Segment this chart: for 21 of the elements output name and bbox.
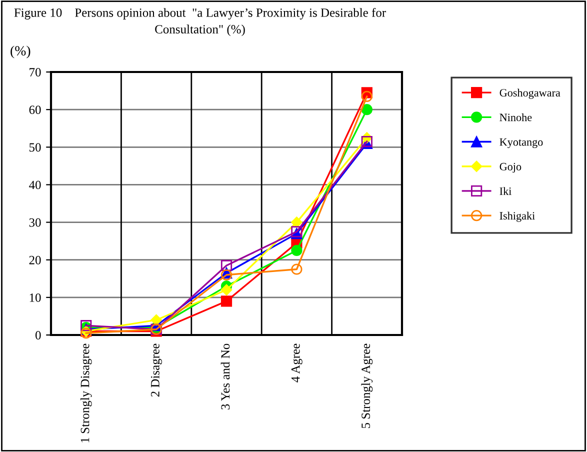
x-tick-label: 3 Yes and No (220, 344, 230, 410)
legend-label: Iki (500, 187, 512, 195)
y-tick-label: 50 (30, 143, 41, 152)
legend-label: Gojo (500, 162, 522, 173)
y-tick-label: 20 (29, 256, 41, 264)
chart-title: Figure 10 Persons opinion about "a Lawyer’s Proximity is Desirable for Consultation" (%) (14, 8, 386, 36)
legend-label: Ninohe (500, 113, 532, 122)
y-axis-title: (%) (10, 46, 30, 58)
x-tick-label: 1 Strongly Disagree (80, 344, 92, 442)
y-tick-label: 30 (29, 218, 41, 227)
y-tick-label: 0 (36, 331, 41, 340)
legend-label: Kyotango (500, 138, 543, 148)
x-tick-label: 2 Disagree (150, 344, 162, 397)
y-tick-label: 60 (29, 106, 41, 114)
y-tick-label: 40 (29, 180, 41, 190)
legend-label: Goshogawara (500, 88, 560, 99)
x-tick-label: 4 Agree (291, 344, 302, 382)
legend-label: Ishigaki (500, 212, 535, 222)
y-tick-label: 70 (30, 68, 41, 76)
y-tick-label: 10 (30, 293, 41, 302)
x-tick-label: 5 Strongly Agree (361, 344, 373, 428)
